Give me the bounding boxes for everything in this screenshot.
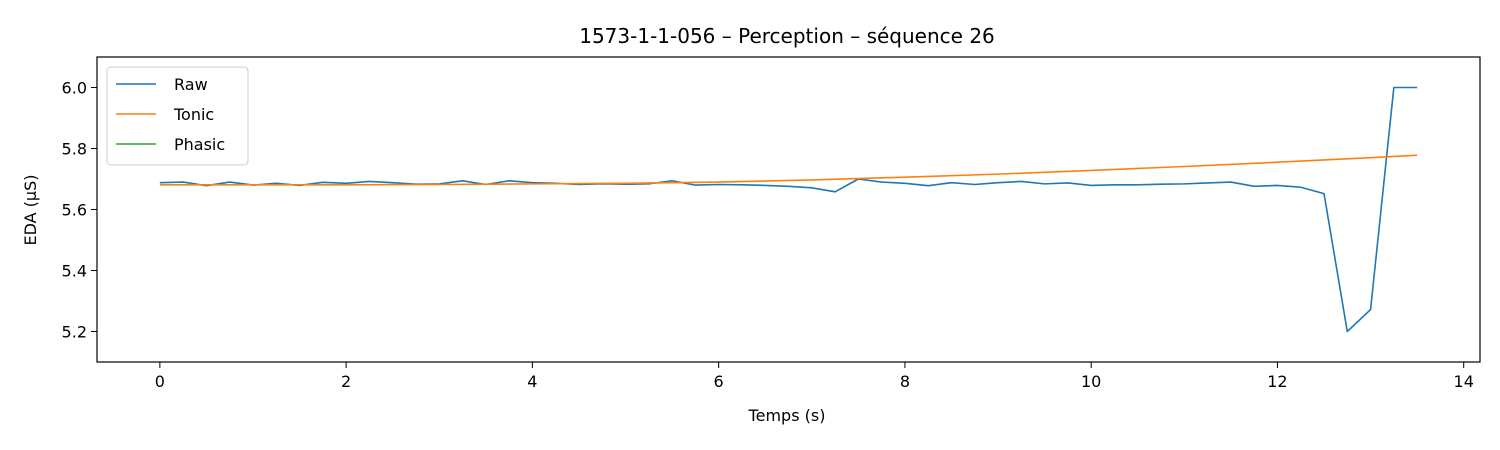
legend-label-phasic: Phasic bbox=[174, 135, 225, 154]
series-layer bbox=[159, 86, 1418, 333]
x-axis-label: Temps (s) bbox=[748, 406, 826, 425]
x-tick-label: 4 bbox=[527, 372, 537, 391]
plot-area bbox=[96, 56, 1481, 363]
legend: Raw Tonic Phasic bbox=[106, 66, 249, 166]
x-tick-label: 12 bbox=[1267, 372, 1287, 391]
series-line-tonic bbox=[159, 154, 1418, 186]
plot-frame bbox=[96, 56, 1481, 363]
series-line-raw bbox=[159, 86, 1418, 333]
legend-label-tonic: Tonic bbox=[173, 105, 214, 124]
y-axis: 5.2 5.4 5.6 5.8 6.0 bbox=[62, 79, 97, 342]
chart-title: 1573-1-1-056 – Perception – séquence 26 bbox=[579, 24, 995, 48]
legend-box bbox=[106, 66, 249, 166]
x-tick-label: 10 bbox=[1081, 372, 1101, 391]
y-tick-label: 5.4 bbox=[62, 262, 87, 281]
y-tick-label: 5.6 bbox=[62, 201, 87, 220]
y-tick-label: 5.8 bbox=[62, 140, 87, 159]
x-axis: 0 2 4 6 8 10 12 14 bbox=[155, 362, 1474, 391]
y-axis-label: EDA (µS) bbox=[21, 175, 40, 246]
x-tick-label: 0 bbox=[155, 372, 165, 391]
x-tick-label: 14 bbox=[1454, 372, 1474, 391]
x-tick-label: 8 bbox=[900, 372, 910, 391]
x-tick-label: 2 bbox=[341, 372, 351, 391]
x-tick-label: 6 bbox=[714, 372, 724, 391]
y-tick-label: 6.0 bbox=[62, 79, 87, 98]
legend-label-raw: Raw bbox=[174, 75, 208, 94]
y-tick-label: 5.2 bbox=[62, 323, 87, 342]
